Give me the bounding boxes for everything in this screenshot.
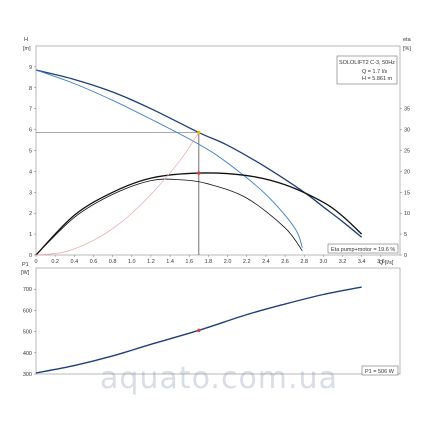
info-box: SOLOLIFT2 C-3, 50Hz Q = 1.7 l/s H = 5.86… <box>336 55 398 85</box>
y-right-axis-label-line2: [%] <box>403 46 411 52</box>
marker-layer <box>197 130 201 333</box>
y-left-tick-label: 8 <box>29 86 32 92</box>
y-left-tick-label: 3 <box>29 190 32 196</box>
watermark-text: aquato.com.ua <box>100 361 338 396</box>
x-tick-label: 2.0 <box>224 259 232 265</box>
series-line-head-max <box>35 69 363 238</box>
eta-note: Eta pump+motor = 19.6 % <box>327 243 399 254</box>
y-left-tick-label: 5 <box>29 149 32 155</box>
p1-note-frame <box>361 365 399 376</box>
y-right-tick-label: 35 <box>404 107 410 113</box>
y-right-tick-label: 5 <box>404 232 407 238</box>
p1-tick-label: 600 <box>23 308 32 314</box>
y-left-tick-label: 6 <box>29 128 32 134</box>
x-tick-label: 3.4 <box>358 259 366 265</box>
power-axis-label-line2: [W] <box>21 270 30 276</box>
x-tick-label: 2.2 <box>243 259 251 265</box>
p1-duty-marker <box>197 328 201 333</box>
info-box-q: Q = 1.7 l/s <box>362 69 387 75</box>
info-box-frame <box>336 55 398 85</box>
series-line-eta-system <box>35 178 303 256</box>
power-chart-frame <box>35 267 401 375</box>
p1-tick-label: 700 <box>23 287 32 293</box>
p1-tick-label: 500 <box>23 330 32 336</box>
p1-note: P1 = 506 W <box>361 365 399 376</box>
y-right-tick-label: 10 <box>404 211 410 217</box>
x-tick-label: 1.0 <box>128 259 136 265</box>
p1-tick-label: 400 <box>23 351 32 357</box>
x-tick-label: 3.2 <box>339 259 347 265</box>
y-left-tick-label: 0 <box>29 253 32 259</box>
y-left-tick-label: 4 <box>29 169 32 175</box>
series-line-head-system <box>35 69 303 248</box>
y-left-tick-label: 7 <box>29 107 32 113</box>
x-tick-label: 2.4 <box>262 259 270 265</box>
y-right-tick-label: 25 <box>404 149 410 155</box>
y-left-tick-label: 9 <box>29 65 32 71</box>
eta-duty-marker <box>197 171 201 175</box>
duty-guides <box>36 132 200 255</box>
y-left-tick-label: 2 <box>29 211 32 217</box>
p1-tick-label: 300 <box>23 372 32 378</box>
eta-note-text: Eta pump+motor = 19.6 % <box>331 247 395 253</box>
y-right-tick-label: 0 <box>404 253 407 259</box>
x-tick-label: 2.6 <box>281 259 289 265</box>
x-tick-label: 1.8 <box>205 259 213 265</box>
tick-layer: 0 0.2 0.4 0.6 0.8 1.0 1.2 1.4 1.6 1.8 2.0 2.2 2.4 2.6… <box>23 65 410 378</box>
y-right-tick-label: 20 <box>404 169 410 175</box>
y-left-axis-label-line1: H <box>24 37 28 43</box>
x-tick-label: 1.4 <box>166 259 174 265</box>
series-line-system-curve <box>35 132 200 256</box>
operating-point-marker <box>197 130 201 135</box>
x-tick-label: 0.8 <box>109 259 117 265</box>
x-tick-label: 3.6 <box>377 259 385 265</box>
series-line-eta-max <box>35 172 363 256</box>
x-tick-label: 1.6 <box>185 259 193 265</box>
y-right-axis-label-line1: eta <box>403 37 412 43</box>
info-box-model: SOLOLIFT2 C-3, 50Hz <box>339 60 395 66</box>
x-tick-label: 2.8 <box>300 259 308 265</box>
x-tick-label: 1.2 <box>147 259 155 265</box>
power-axis-label-line1: P1 <box>22 262 29 268</box>
x-axis-label: Q [l/s] <box>379 260 394 266</box>
p1-note-text: P1 = 506 W <box>365 369 395 375</box>
x-tick-label: 0.2 <box>51 259 59 265</box>
x-tick-label: 3.0 <box>320 259 328 265</box>
info-box-h: H = 5.861 m <box>362 76 393 82</box>
x-tick-label: 0.4 <box>70 259 78 265</box>
x-tick-label: 0.6 <box>90 259 98 265</box>
y-left-axis-label-line2: [m] <box>23 46 31 52</box>
x-tick-label: 0 <box>34 259 37 265</box>
y-right-tick-label: 15 <box>404 190 410 196</box>
y-right-tick-label: 30 <box>404 128 410 134</box>
eta-note-frame <box>327 243 399 254</box>
y-left-tick-label: 1 <box>29 232 32 238</box>
